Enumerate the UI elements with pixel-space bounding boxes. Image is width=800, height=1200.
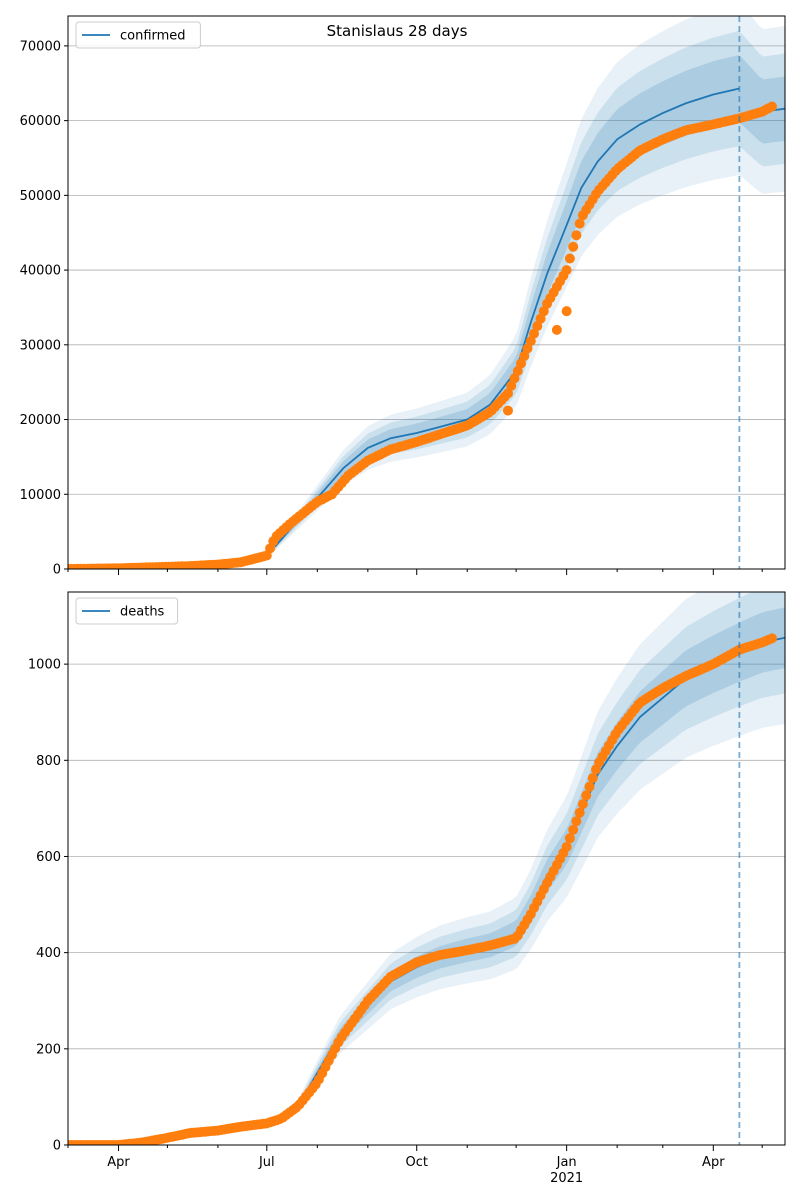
outlier-point xyxy=(502,405,513,416)
uncertainty-band xyxy=(275,55,785,549)
observed-point xyxy=(581,790,592,801)
observed-point xyxy=(587,773,598,784)
y-tick-label: 0 xyxy=(53,1139,61,1154)
x-tick-label: Apr xyxy=(702,1155,725,1170)
plot-area xyxy=(68,16,785,569)
y-tick-label: 60000 xyxy=(20,114,61,129)
uncertainty-band xyxy=(275,592,785,1125)
y-tick-label: 20000 xyxy=(20,413,61,428)
outlier-point xyxy=(561,306,572,317)
observed-point xyxy=(512,366,523,376)
observed-point xyxy=(503,388,513,399)
deaths-chart: 0 200 400 600 800 1000 Apr Jul Oct Jan Apr 2021 deat… xyxy=(28,591,786,1186)
x-tick-label: Oct xyxy=(405,1155,427,1170)
observed-point xyxy=(571,816,582,827)
observed-point xyxy=(767,101,777,112)
x-tick-label: Apr xyxy=(107,1155,130,1170)
y-tick-label: 40000 xyxy=(20,264,61,279)
plot-area xyxy=(68,592,785,1145)
observed-point xyxy=(564,253,575,264)
uncertainty-band xyxy=(275,31,785,550)
legend-label: confirmed xyxy=(120,29,186,44)
observed-point xyxy=(564,833,575,844)
x-tick-label: Jul xyxy=(258,1155,275,1170)
legend: confirmed xyxy=(75,21,201,49)
legend-label: deaths xyxy=(120,605,165,620)
observed-point xyxy=(584,781,595,792)
x-tick-sublabel: 2021 xyxy=(550,1171,583,1186)
observed-point xyxy=(574,807,585,818)
observed-point xyxy=(577,799,588,810)
outlier-point xyxy=(551,324,562,335)
y-tick-label: 70000 xyxy=(20,39,61,54)
y-tick-label: 600 xyxy=(36,850,61,865)
y-tick-label: 800 xyxy=(36,754,61,769)
uncertainty-band xyxy=(275,16,785,551)
y-tick-label: 0 xyxy=(53,563,61,578)
observed-point xyxy=(506,380,517,391)
legend-box xyxy=(75,21,201,49)
figure-title: Stanislaus 28 days xyxy=(327,22,468,40)
axes-frame xyxy=(67,15,786,570)
y-tick-label: 30000 xyxy=(20,338,61,353)
y-tick-label: 1000 xyxy=(28,658,61,673)
observed-point xyxy=(519,351,530,361)
observed-point xyxy=(568,241,579,252)
observed-point xyxy=(561,265,572,276)
y-tick-label: 50000 xyxy=(20,189,61,204)
legend-box xyxy=(75,597,179,625)
legend: deaths xyxy=(75,597,179,625)
observed-point xyxy=(574,218,585,229)
observed-point xyxy=(516,358,526,369)
confirmed-chart: 0 10000 20000 30000 40000 50000 60000 70000 conf… xyxy=(20,15,786,578)
observed-point xyxy=(535,313,546,324)
observed-point xyxy=(571,230,582,241)
observed-point xyxy=(538,306,549,317)
y-tick-label: 400 xyxy=(36,946,61,961)
y-tick-label: 10000 xyxy=(20,488,61,503)
uncertainty-band xyxy=(275,607,785,1123)
observed-point xyxy=(568,824,579,835)
observed-point xyxy=(561,841,572,852)
uncertainty-band xyxy=(275,592,785,1124)
observed-point xyxy=(529,328,539,339)
observed-point xyxy=(525,336,536,347)
observed-point xyxy=(767,633,777,644)
x-tick-label: Jan xyxy=(556,1155,577,1170)
y-tick-label: 200 xyxy=(36,1042,61,1057)
axes-frame xyxy=(67,591,786,1146)
